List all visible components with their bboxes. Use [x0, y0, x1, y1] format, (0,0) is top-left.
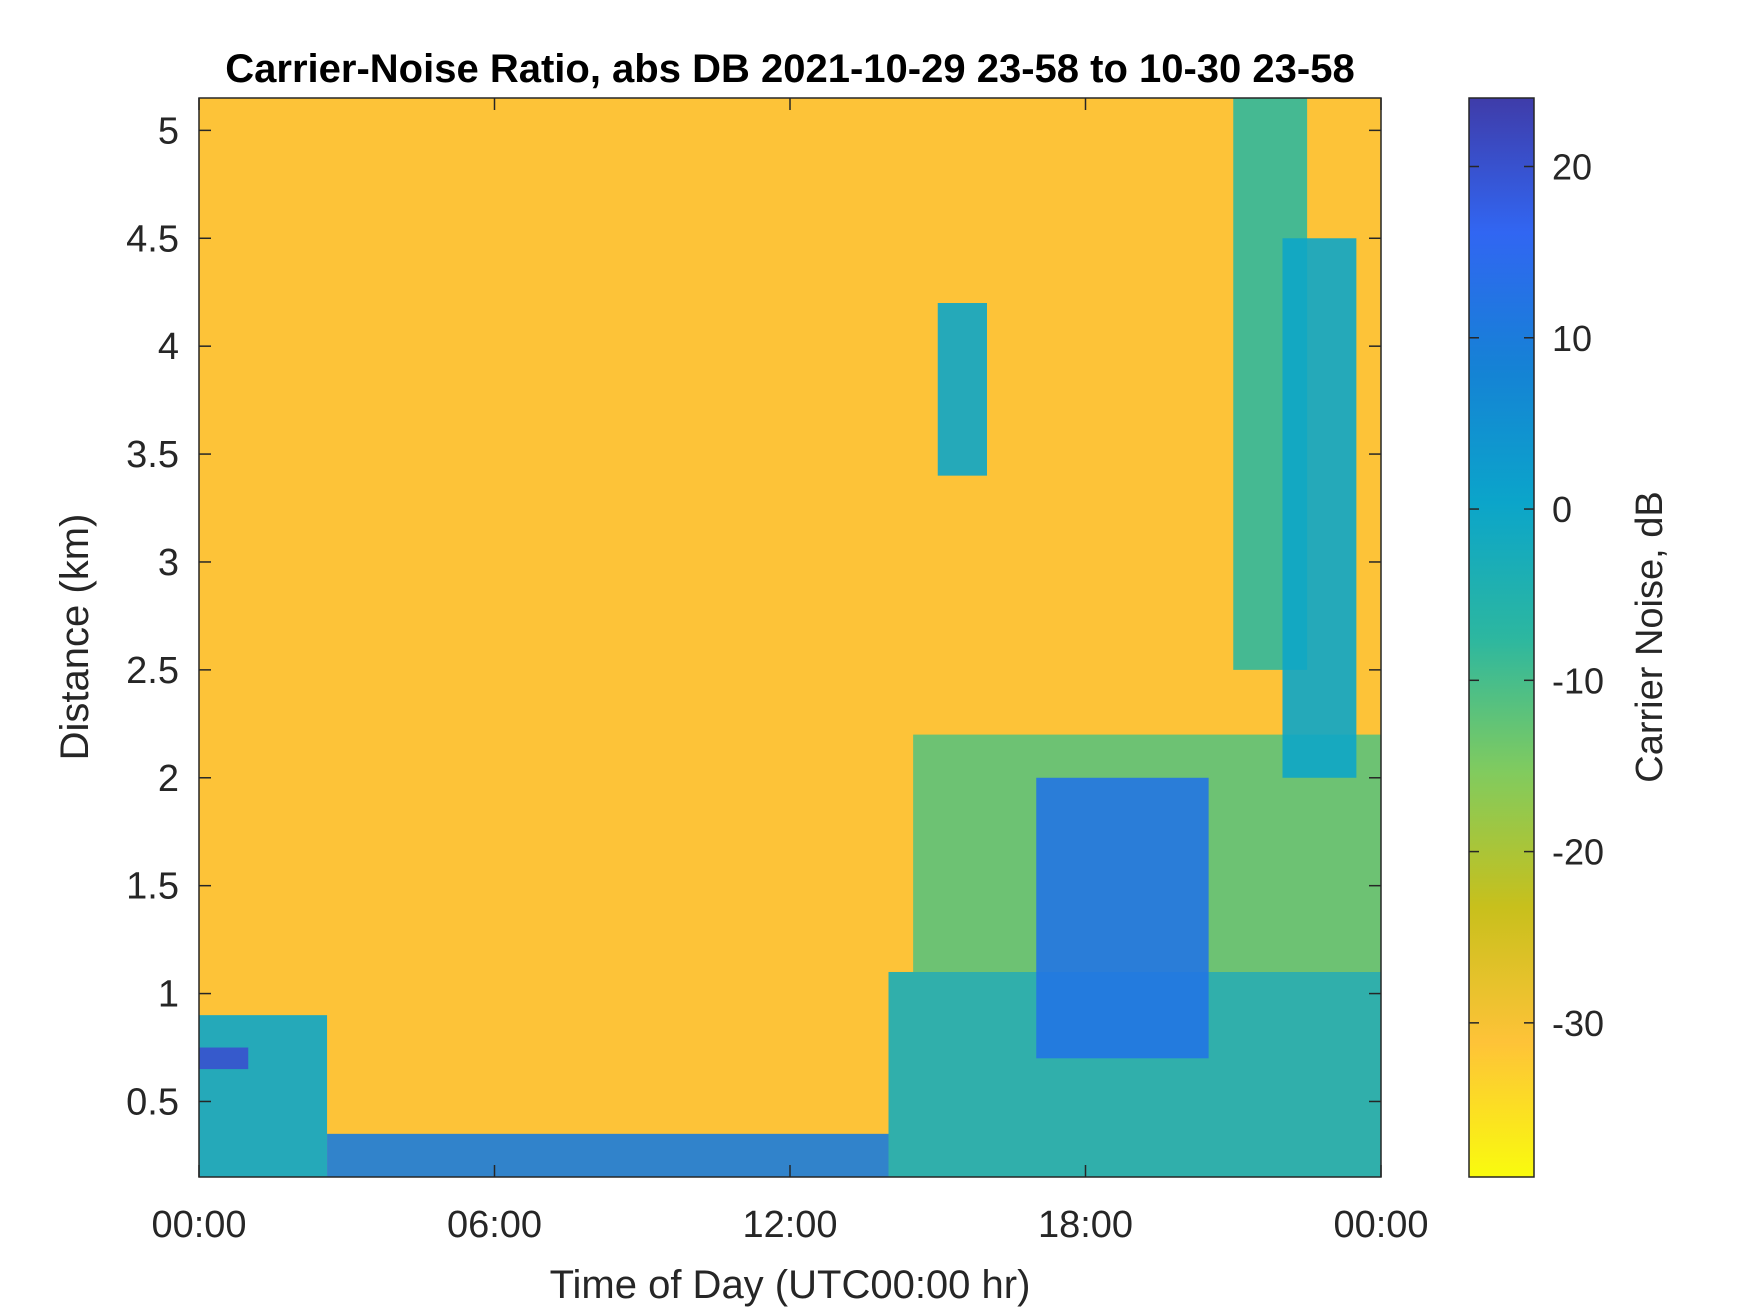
colorbar	[1468, 97, 1535, 1178]
x-tick-label: 18:00	[1038, 1204, 1133, 1246]
heatmap-region: cloud at 4 km	[937, 303, 987, 476]
x-tick-label: 06:00	[447, 1204, 542, 1246]
colorbar-tick-label: -20	[1552, 832, 1604, 873]
y-tick-label: 1.5	[126, 866, 179, 908]
heatmap-region: near-range return, night	[199, 1015, 328, 1177]
y-axis: 0.5 1 1.5 2 2.5 3 3.5 4 4.5 5	[126, 110, 1381, 1123]
heatmap-region: strong band	[199, 1047, 249, 1070]
heatmap-region: surface layer	[327, 1133, 889, 1177]
heatmap-region: descending cloud layer 2	[1282, 238, 1357, 778]
x-tick-label: 12:00	[742, 1204, 837, 1246]
x-tick-label: 00:00	[151, 1204, 246, 1246]
y-tick-label: 0.5	[126, 1081, 179, 1123]
x-axis-label: Time of Day (UTC00:00 hr)	[550, 1263, 1031, 1307]
y-tick-label: 3	[158, 542, 179, 584]
colorbar-tick-label: 0	[1552, 489, 1572, 530]
y-axis-label: Distance (km)	[53, 514, 97, 761]
y-tick-label: 3.5	[126, 434, 179, 476]
chart-title: Carrier-Noise Ratio, abs DB 2021-10-29 2…	[225, 47, 1354, 91]
colorbar-tick-label: -10	[1552, 660, 1604, 701]
x-axis: 00:00 06:00 12:00 18:00 00:00	[151, 98, 1429, 1246]
x-tick-label: 00:00	[1333, 1204, 1428, 1246]
colorbar-label: Carrier Noise, dB	[1629, 491, 1671, 782]
y-tick-label: 1	[158, 974, 179, 1016]
y-tick-label: 4	[158, 326, 179, 368]
colorbar-axis: 20 10 0 -10 -20 -30	[1469, 147, 1604, 1044]
colorbar-tick-label: 20	[1552, 147, 1592, 188]
colorbar-tick-label: -30	[1552, 1003, 1604, 1044]
heatmap-field: near-range return, nightstrong band surfa…	[199, 98, 1381, 1177]
y-tick-label: 5	[158, 110, 179, 152]
heatmap-region: convective plumes	[1036, 777, 1209, 1059]
y-tick-label: 4.5	[126, 218, 179, 260]
y-tick-label: 2.5	[126, 650, 179, 692]
y-tick-label: 2	[158, 758, 179, 800]
colorbar-tick-label: 10	[1552, 318, 1592, 359]
